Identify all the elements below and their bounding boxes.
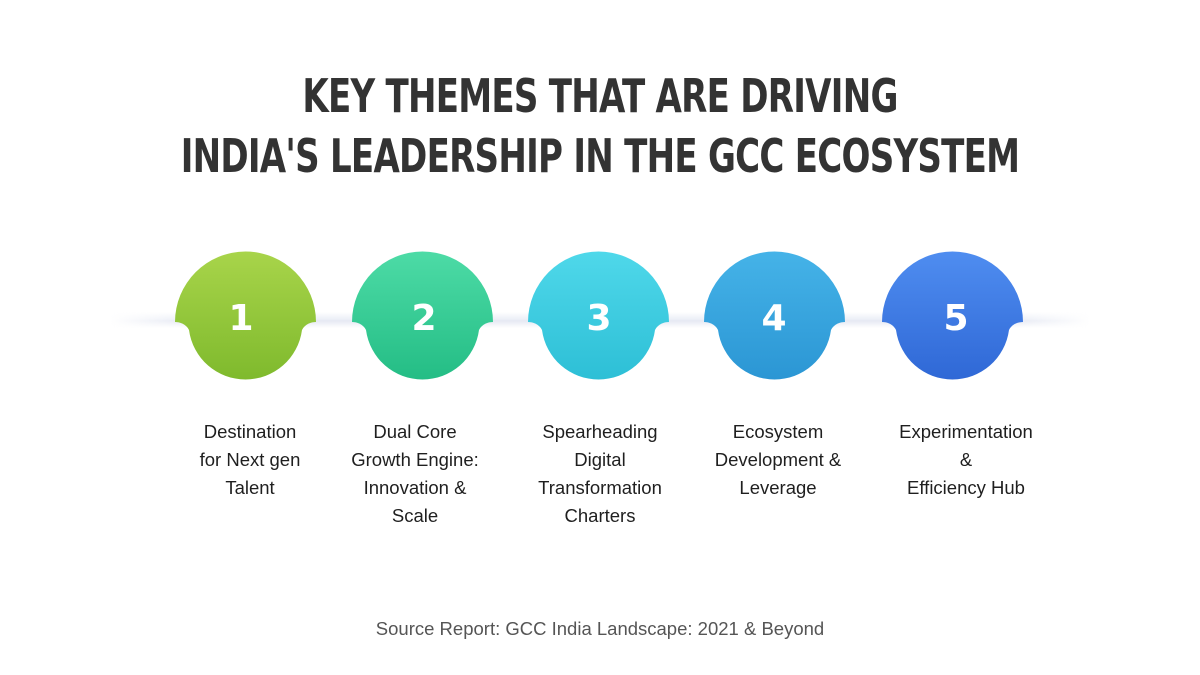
step-3-circle [527, 250, 670, 381]
step-2-circle [351, 250, 494, 381]
step-2-label: Dual Core Growth Engine: Innovation & Sc… [351, 421, 479, 526]
step-1-circle-shape [175, 251, 316, 380]
step-5-circle-shape [882, 251, 1023, 380]
page-title: KEY THEMES THAT ARE DRIVING INDIA'S LEAD… [156, 66, 1044, 186]
step-5-number: 5 [943, 298, 969, 339]
step-3-label: Spearheading Digital Transformation Char… [538, 421, 662, 526]
step-4-circle [703, 250, 846, 381]
step-1-label: Destination for Next gen Talent [199, 421, 301, 498]
source-note: Source Report: GCC India Landscape: 2021… [375, 618, 825, 639]
step-1-number: 1 [228, 298, 254, 339]
step-3-number: 3 [586, 298, 612, 339]
step-4-circle-shape [704, 251, 845, 380]
title-line-1: KEY THEMES THAT ARE DRIVING [302, 69, 898, 123]
step-4-number: 4 [761, 298, 787, 339]
title-line-2: INDIA'S LEADERSHIP IN THE GCC ECOSYSTEM [180, 129, 1020, 183]
step-4-label: Ecosystem Development & Leverage [714, 421, 842, 498]
step-1-circle [174, 250, 317, 381]
step-5-label: Experimentation & Efficiency Hub [899, 421, 1033, 498]
step-5-circle [881, 250, 1024, 381]
step-2-number: 2 [411, 298, 437, 339]
step-2-circle-shape [352, 251, 493, 380]
step-3-circle-shape [528, 251, 669, 380]
